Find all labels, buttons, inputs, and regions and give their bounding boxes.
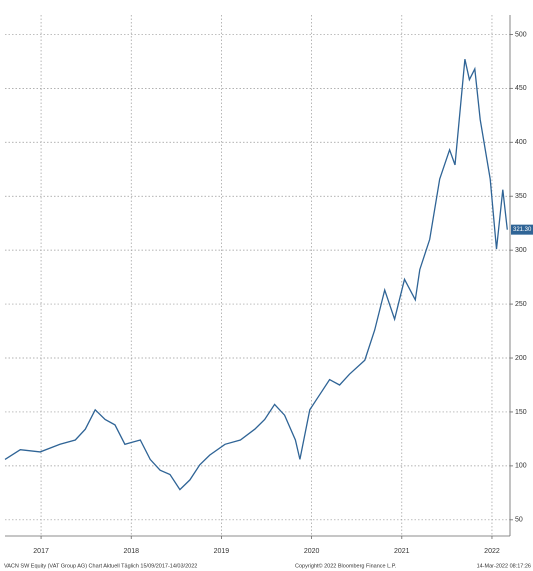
y-tick-label: 350 (515, 193, 527, 200)
y-tick-label: 100 (515, 463, 527, 470)
y-tick-label: 250 (515, 301, 527, 308)
y-tick-label: 50 (515, 517, 523, 524)
x-tick-label: 2020 (304, 548, 320, 555)
x-tick-label: 2019 (214, 548, 230, 555)
x-tick-label: 2021 (394, 548, 410, 555)
last-value-tag (511, 224, 533, 235)
price-line (4, 59, 508, 491)
y-tick-label: 150 (515, 409, 527, 416)
footer-text: VACN SW Equity (VAT Group AG) Chart Aktu… (4, 563, 197, 569)
y-tick-label: 300 (515, 247, 527, 254)
x-tick-label: 2017 (33, 548, 49, 555)
y-tick-label: 200 (515, 355, 527, 362)
footer-text: 14-Mar-2022 08:17:26 (477, 563, 531, 569)
footer-text: Copyright© 2022 Bloomberg Finance L.P. (295, 562, 397, 569)
x-tick-label: 2022 (484, 548, 500, 555)
x-tick-label: 2018 (123, 548, 139, 555)
y-tick-label: 500 (515, 31, 527, 38)
last-value-label: 321.30 (513, 227, 532, 233)
y-tick-label: 450 (515, 85, 527, 92)
y-tick-label: 400 (515, 139, 527, 146)
